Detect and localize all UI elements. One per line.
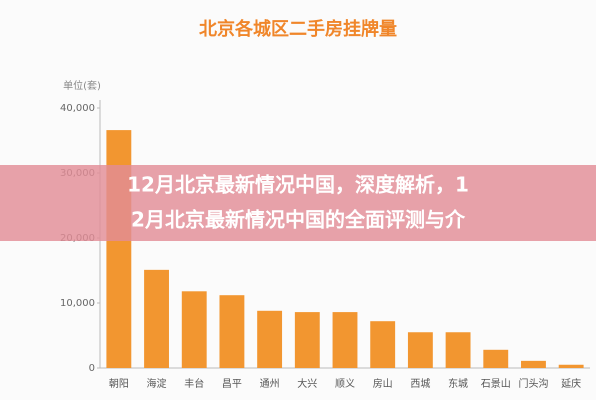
x-tick-label: 昌平 bbox=[222, 378, 242, 390]
x-tick-label: 西城 bbox=[410, 378, 430, 390]
bar bbox=[181, 291, 207, 368]
banner-line: 12月北京最新情况中国，深度解析，1 bbox=[127, 173, 469, 197]
bar bbox=[257, 310, 283, 368]
bar bbox=[370, 321, 396, 368]
x-tick-label: 门头沟 bbox=[518, 377, 548, 390]
x-tick-label: 海淀 bbox=[147, 377, 167, 390]
x-tick-label: 东城 bbox=[448, 377, 468, 390]
bar bbox=[407, 332, 433, 368]
x-tick-label: 通州 bbox=[260, 378, 280, 390]
x-tick-label: 顺义 bbox=[335, 378, 355, 390]
bar bbox=[558, 364, 584, 368]
bar bbox=[483, 349, 509, 368]
bar bbox=[144, 269, 169, 368]
bar bbox=[332, 312, 358, 368]
bar bbox=[294, 312, 320, 368]
x-tick-label: 石景山 bbox=[481, 378, 511, 390]
y-tick-label: 40,000 bbox=[60, 103, 95, 114]
x-tick-label: 延庆 bbox=[561, 377, 581, 390]
x-tick-label: 丰台 bbox=[184, 377, 204, 390]
bar bbox=[521, 360, 546, 368]
x-tick-label: 大兴 bbox=[297, 377, 317, 390]
x-tick-label: 朝阳 bbox=[109, 378, 129, 390]
chart-title: 北京各城区二手房挂牌量 bbox=[199, 18, 397, 40]
y-tick-label: 0 bbox=[89, 363, 95, 374]
x-tick-label: 房山 bbox=[373, 377, 393, 390]
y-tick-label: 10,000 bbox=[60, 298, 95, 309]
banner bbox=[0, 165, 596, 241]
bar bbox=[219, 295, 245, 368]
y-axis-label: 单位(套) bbox=[63, 79, 101, 92]
banner-line: 2月北京最新情况中国的全面评测与介 bbox=[131, 208, 466, 232]
bar bbox=[445, 332, 471, 368]
